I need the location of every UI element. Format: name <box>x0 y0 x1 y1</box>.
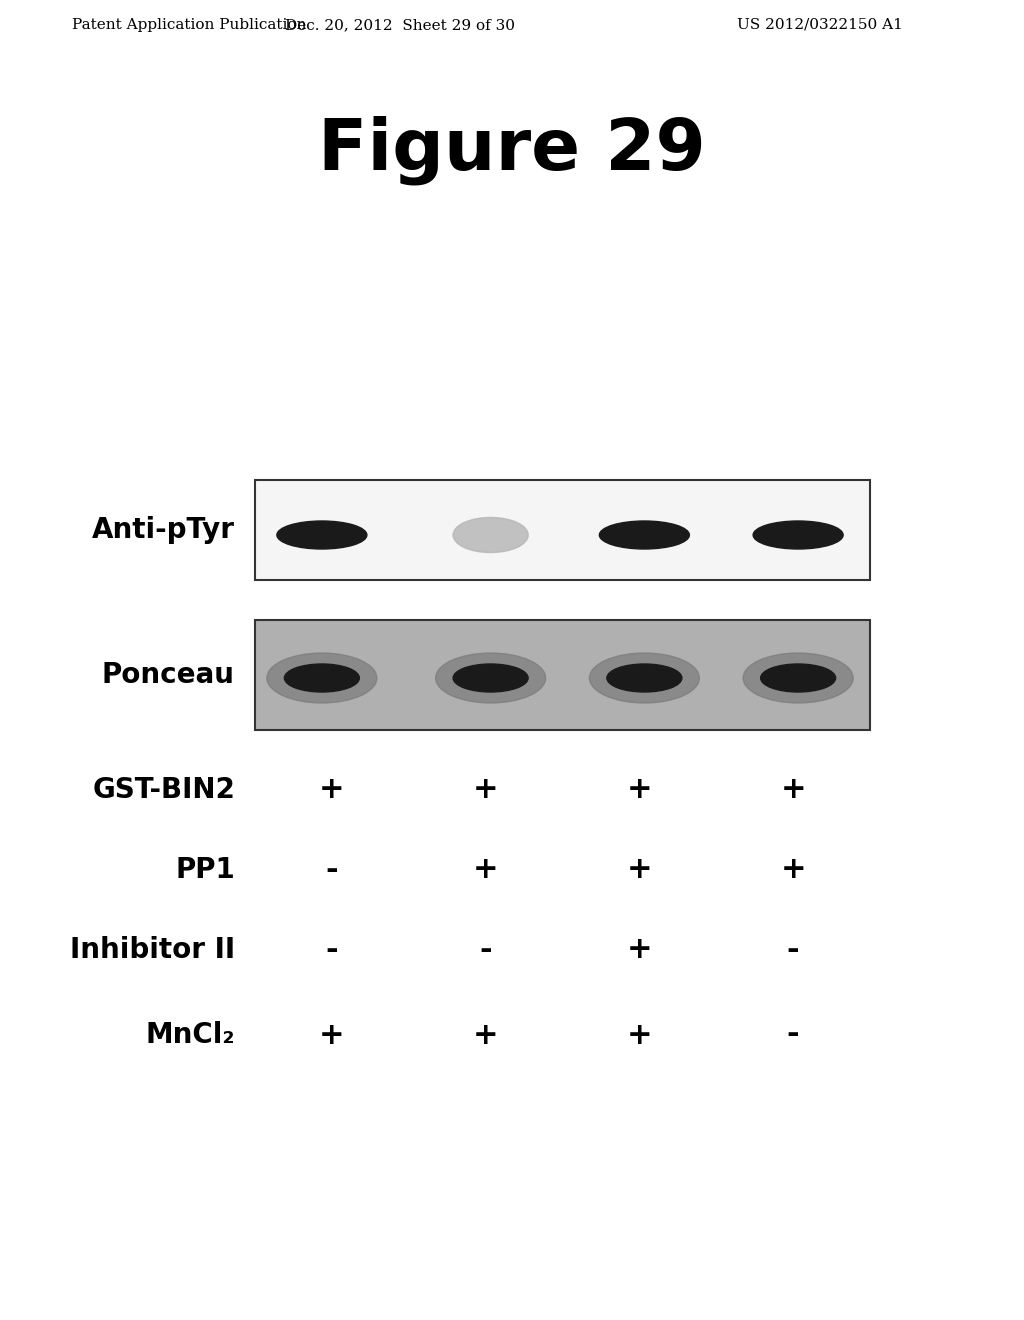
Ellipse shape <box>743 653 853 704</box>
Text: +: + <box>473 1020 499 1049</box>
Text: +: + <box>627 776 652 804</box>
Ellipse shape <box>761 664 836 692</box>
Ellipse shape <box>435 653 546 704</box>
Text: PP1: PP1 <box>175 855 234 884</box>
Ellipse shape <box>590 653 699 704</box>
Text: US 2012/0322150 A1: US 2012/0322150 A1 <box>737 18 903 32</box>
Text: Figure 29: Figure 29 <box>318 115 706 185</box>
Ellipse shape <box>267 653 377 704</box>
Text: GST-BIN2: GST-BIN2 <box>92 776 234 804</box>
Ellipse shape <box>285 664 359 692</box>
Text: Patent Application Publication: Patent Application Publication <box>72 18 306 32</box>
Ellipse shape <box>276 521 367 549</box>
Text: +: + <box>780 776 806 804</box>
Text: +: + <box>627 1020 652 1049</box>
Text: +: + <box>627 855 652 884</box>
Ellipse shape <box>599 521 689 549</box>
Ellipse shape <box>454 517 528 553</box>
Text: -: - <box>786 1020 800 1049</box>
Text: -: - <box>786 936 800 965</box>
Text: Anti-pTyr: Anti-pTyr <box>92 516 234 544</box>
Ellipse shape <box>454 664 528 692</box>
Text: +: + <box>473 776 499 804</box>
Text: -: - <box>326 936 338 965</box>
Text: +: + <box>780 855 806 884</box>
Text: -: - <box>326 855 338 884</box>
Text: Ponceau: Ponceau <box>102 661 234 689</box>
Text: MnCl₂: MnCl₂ <box>145 1020 234 1049</box>
Text: Inhibitor II: Inhibitor II <box>70 936 234 964</box>
Ellipse shape <box>454 517 528 553</box>
Bar <box>255 620 870 730</box>
Text: Dec. 20, 2012  Sheet 29 of 30: Dec. 20, 2012 Sheet 29 of 30 <box>285 18 515 32</box>
Ellipse shape <box>607 664 682 692</box>
Text: +: + <box>473 855 499 884</box>
Text: +: + <box>319 1020 345 1049</box>
Text: +: + <box>627 936 652 965</box>
Bar <box>255 480 870 579</box>
Text: -: - <box>479 936 492 965</box>
Ellipse shape <box>753 521 843 549</box>
Text: +: + <box>319 776 345 804</box>
